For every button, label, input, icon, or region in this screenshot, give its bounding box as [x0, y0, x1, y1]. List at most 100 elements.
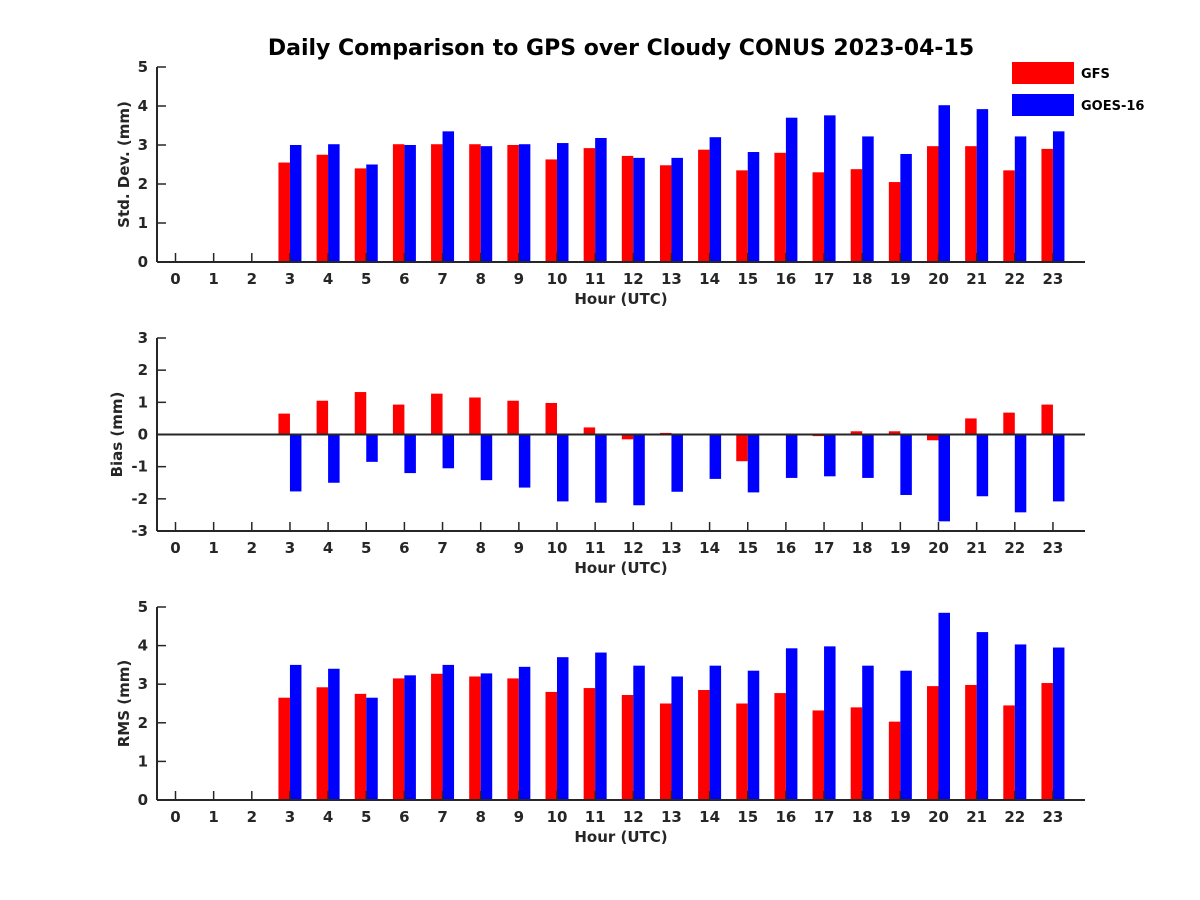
goes16-bar-9 — [518, 434, 531, 488]
gfs-bar-14 — [698, 149, 710, 262]
gfs-bar-22 — [1003, 412, 1015, 435]
x-tick-label: 15 — [737, 270, 758, 288]
x-tick-label: 5 — [361, 539, 371, 557]
goes16-bar-15 — [747, 152, 760, 262]
goes16-bar-18 — [862, 136, 874, 262]
x-tick-label: 7 — [437, 270, 447, 288]
goes16-bar-17 — [824, 115, 836, 262]
goes16-bar-17 — [824, 434, 836, 477]
gfs-bar-7 — [431, 144, 443, 262]
x-tick-label: 3 — [285, 539, 295, 557]
x-tick-label: 13 — [661, 270, 682, 288]
goes16-bar-22 — [1014, 644, 1027, 800]
gfs-bar-16 — [774, 693, 786, 800]
x-tick-label: 16 — [775, 270, 796, 288]
gfs-bar-11 — [583, 427, 596, 435]
y-axis-label: RMS (mm) — [115, 660, 133, 747]
y-tick-label: 2 — [138, 714, 148, 732]
gfs-bar-18 — [850, 431, 863, 435]
gfs-bar-5 — [354, 168, 367, 262]
gfs-bar-3 — [278, 413, 290, 435]
gfs-bar-13 — [659, 703, 672, 800]
x-tick-label: 0 — [170, 808, 180, 826]
gfs-bar-4 — [316, 400, 329, 435]
x-tick-label: 2 — [247, 270, 257, 288]
x-tick-label: 22 — [1004, 270, 1025, 288]
x-tick-label: 19 — [890, 270, 911, 288]
goes16-bar-15 — [747, 434, 760, 493]
goes16-bar-19 — [900, 670, 912, 800]
x-tick-label: 9 — [514, 539, 524, 557]
goes16-bar-7 — [442, 434, 455, 469]
x-tick-label: 12 — [623, 808, 644, 826]
gfs-bar-23 — [1041, 148, 1053, 262]
goes16-bar-13 — [671, 434, 683, 492]
goes16-bar-16 — [785, 648, 798, 800]
x-tick-label: 15 — [737, 539, 758, 557]
gfs-bar-15 — [736, 170, 748, 262]
x-axis-label: Hour (UTC) — [574, 828, 667, 846]
x-tick-label: 12 — [623, 539, 644, 557]
gfs-bar-5 — [354, 693, 367, 800]
x-tick-label: 20 — [928, 808, 949, 826]
gfs-bar-17 — [812, 172, 825, 262]
y-tick-label: 1 — [138, 752, 148, 770]
gfs-bar-8 — [469, 144, 481, 262]
y-axis-label: Std. Dev. (mm) — [115, 101, 133, 228]
x-tick-label: 10 — [547, 270, 568, 288]
x-tick-label: 6 — [399, 808, 409, 826]
goes16-bar-23 — [1052, 647, 1065, 800]
x-tick-label: 12 — [623, 270, 644, 288]
legend: GFS GOES-16 — [1012, 62, 1144, 116]
x-tick-label: 18 — [852, 808, 873, 826]
goes16-bar-7 — [442, 131, 455, 262]
x-tick-label: 14 — [699, 539, 720, 557]
x-tick-label: 2 — [247, 539, 257, 557]
x-tick-label: 5 — [361, 270, 371, 288]
goes16-bar-18 — [862, 665, 874, 800]
goes16-bar-22 — [1014, 136, 1027, 262]
gfs-bar-7 — [431, 673, 443, 800]
goes16-bar-14 — [709, 665, 722, 800]
x-tick-label: 18 — [852, 539, 873, 557]
goes16-bar-15 — [747, 670, 760, 800]
goes16-bar-10 — [557, 434, 569, 502]
gfs-bar-12 — [621, 695, 634, 800]
x-tick-label: 10 — [547, 808, 568, 826]
x-tick-label: 21 — [966, 539, 987, 557]
legend-label-goes16: GOES-16 — [1081, 99, 1144, 114]
y-tick-label: -2 — [131, 490, 148, 508]
gfs-bar-8 — [469, 397, 481, 435]
x-tick-label: 4 — [323, 808, 333, 826]
goes16-bar-9 — [518, 666, 531, 800]
gfs-bar-20 — [927, 434, 939, 441]
gfs-bar-18 — [850, 707, 863, 800]
goes16-bar-22 — [1014, 434, 1027, 513]
gfs-bar-8 — [469, 676, 481, 800]
gfs-bar-16 — [774, 152, 786, 262]
goes16-bar-21 — [976, 434, 989, 497]
goes16-bar-14 — [709, 434, 722, 479]
goes16-bar-21 — [976, 109, 989, 263]
goes16-bar-6 — [404, 434, 416, 474]
gfs-bar-21 — [965, 684, 977, 800]
gfs-bar-21 — [965, 418, 977, 435]
x-tick-label: 2 — [247, 808, 257, 826]
gfs-bar-6 — [392, 144, 405, 262]
x-tick-label: 20 — [928, 270, 949, 288]
gfs-bar-15 — [736, 703, 748, 800]
goes16-bar-5 — [366, 697, 378, 800]
goes16-bar-7 — [442, 664, 455, 800]
x-tick-label: 23 — [1043, 270, 1064, 288]
x-tick-label: 21 — [966, 270, 987, 288]
goes16-bar-13 — [671, 676, 683, 800]
goes16-bar-8 — [480, 673, 493, 800]
x-tick-label: 22 — [1004, 539, 1025, 557]
y-axis-label: Bias (mm) — [108, 392, 126, 478]
x-tick-label: 0 — [170, 270, 180, 288]
x-tick-label: 1 — [208, 539, 218, 557]
x-tick-label: 17 — [814, 539, 835, 557]
x-axis-label: Hour (UTC) — [574, 559, 667, 577]
y-tick-label: 3 — [138, 329, 148, 347]
